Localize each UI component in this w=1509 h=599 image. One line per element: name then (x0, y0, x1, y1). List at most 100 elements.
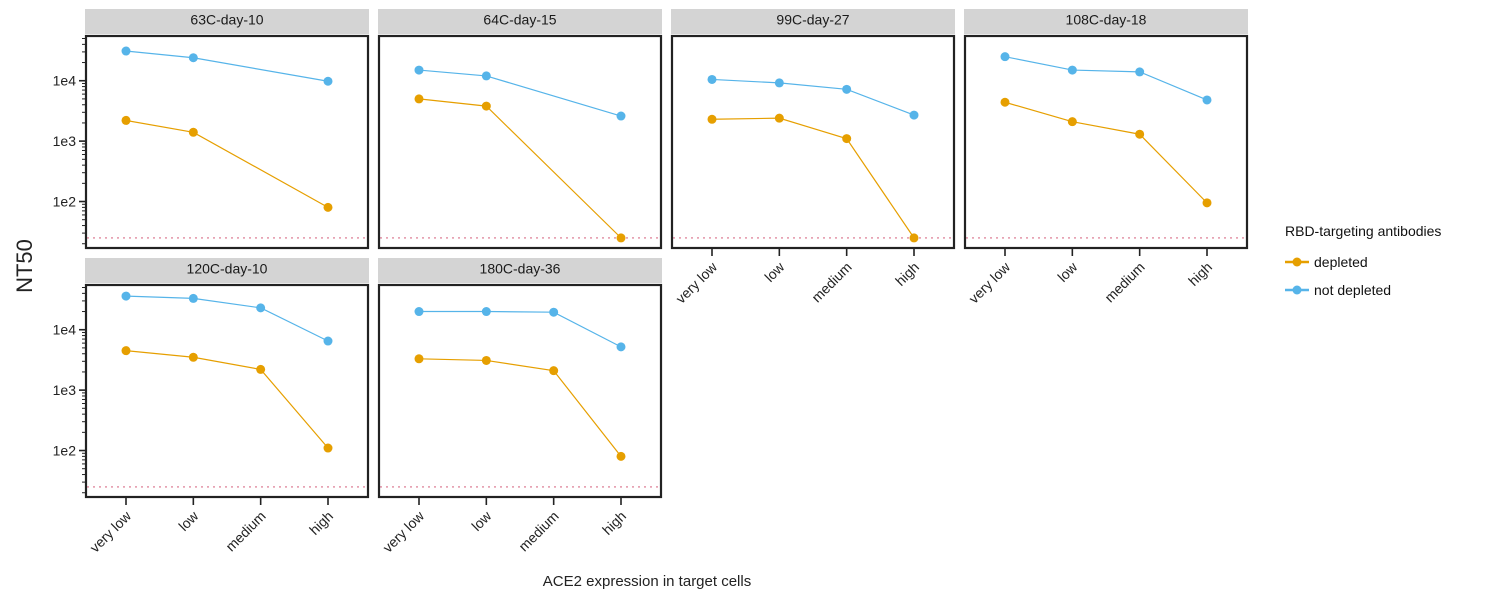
data-point-depleted-low (188, 352, 198, 362)
legend-title: RBD-targeting antibodies (1285, 223, 1441, 239)
data-point-depleted-high (1202, 198, 1212, 208)
series-line-not-depleted (1004, 56, 1208, 101)
data-point-not-depleted-high (323, 76, 333, 86)
panel-border (670, 34, 956, 250)
data-point-not-depleted-high (616, 342, 626, 352)
series-line-depleted (125, 350, 329, 449)
x-tick-label-low: low (175, 507, 202, 534)
series-line-depleted (1004, 101, 1208, 204)
data-point-not-depleted-low (1067, 65, 1077, 75)
legend-swatch-point-not-depleted (1292, 285, 1302, 295)
x-tick-label-high: high (599, 508, 629, 538)
series-line-depleted (711, 117, 915, 239)
data-point-depleted-very-low (121, 346, 131, 356)
x-tick-label-high: high (892, 259, 922, 289)
data-point-depleted-medium (256, 364, 266, 374)
facet-63c-day-10: 63C-day-10 1e2 1e3 1e4 (53, 9, 370, 250)
data-point-depleted-high (616, 233, 626, 243)
facet-title-64c-day-15: 64C-day-15 (483, 12, 556, 28)
facet-99c-day-27: 99C-day-27 very low low medium high (670, 9, 956, 306)
data-point-depleted-low (1067, 117, 1077, 127)
x-tick-label-low: low (761, 258, 788, 285)
x-tick-label-medium: medium (222, 508, 269, 555)
data-point-not-depleted-low (481, 307, 491, 317)
panel-border (84, 283, 370, 499)
y-tick-label: 1e3 (53, 133, 77, 149)
data-point-not-depleted-very-low (121, 46, 131, 56)
data-point-depleted-low (774, 113, 784, 123)
legend-swatch-point-depleted (1292, 257, 1302, 267)
data-point-depleted-very-low (707, 114, 717, 124)
facets-layer: 63C-day-10 1e2 1e3 1e4 64C-day-15 99C-day-27 v… (53, 9, 1249, 555)
x-tick-label-very-low: very low (672, 258, 720, 306)
data-point-depleted-very-low (414, 354, 424, 364)
data-point-depleted-medium (1135, 129, 1145, 139)
x-tick-label-very-low: very low (379, 507, 427, 555)
facet-64c-day-15: 64C-day-15 (377, 9, 663, 250)
x-axis-title: ACE2 expression in target cells (543, 573, 751, 590)
data-point-not-depleted-medium (1135, 67, 1145, 77)
data-point-depleted-medium (842, 134, 852, 144)
y-tick-label: 1e2 (53, 194, 77, 210)
x-axis: very low low medium high (965, 248, 1215, 306)
data-point-depleted-low (481, 355, 491, 365)
y-axis-title: NT50 (12, 239, 37, 293)
x-tick-label-low: low (1054, 258, 1081, 285)
series-line-depleted (418, 98, 622, 239)
data-point-depleted-low (481, 101, 491, 111)
x-tick-label-high: high (1185, 259, 1215, 289)
legend-label-not-depleted: not depleted (1314, 282, 1391, 298)
y-tick-label: 1e2 (53, 443, 77, 459)
facet-180c-day-36: 180C-day-36 very low low medium high (377, 258, 663, 555)
x-tick-label-medium: medium (515, 508, 562, 555)
panel-border (377, 283, 663, 499)
legend: RBD-targeting antibodies depleted not de… (1285, 223, 1441, 298)
series-line-not-depleted (418, 69, 622, 117)
x-axis: very low low medium high (379, 497, 629, 555)
panel-border (963, 34, 1249, 250)
x-tick-label-very-low: very low (86, 507, 134, 555)
data-point-not-depleted-medium (842, 84, 852, 94)
y-tick-label: 1e4 (53, 322, 77, 338)
series-line-not-depleted (125, 50, 329, 82)
data-point-depleted-high (616, 451, 626, 461)
data-point-depleted-very-low (414, 94, 424, 104)
y-axis: 1e2 1e3 1e4 (53, 287, 86, 494)
data-point-depleted-high (323, 202, 333, 212)
facet-strip-108c-day-18 (964, 9, 1248, 34)
data-point-depleted-high (323, 443, 333, 453)
facet-108c-day-18: 108C-day-18 very low low medium high (963, 9, 1249, 306)
series-line-not-depleted (711, 78, 915, 116)
panel-border (377, 34, 663, 250)
facet-strip-180c-day-36 (378, 258, 662, 283)
facet-strip-120c-day-10 (85, 258, 369, 283)
data-point-not-depleted-medium (549, 307, 559, 317)
legend-item-depleted: depleted (1285, 254, 1368, 270)
facet-120c-day-10: 120C-day-10 1e2 1e3 1e4 very low low medium hig… (53, 258, 370, 555)
data-point-not-depleted-high (909, 110, 919, 120)
data-point-not-depleted-very-low (414, 65, 424, 75)
x-tick-label-low: low (468, 507, 495, 534)
data-point-not-depleted-low (188, 53, 198, 63)
y-tick-label: 1e4 (53, 73, 77, 89)
data-point-not-depleted-low (481, 71, 491, 81)
facet-title-120c-day-10: 120C-day-10 (187, 261, 268, 277)
x-tick-label-medium: medium (808, 259, 855, 306)
data-point-depleted-high (909, 233, 919, 243)
data-point-depleted-very-low (1000, 97, 1010, 107)
panel-border (84, 34, 370, 250)
data-point-not-depleted-high (1202, 95, 1212, 105)
data-point-not-depleted-very-low (121, 291, 131, 301)
legend-label-depleted: depleted (1314, 254, 1368, 270)
x-axis: very low low medium high (86, 497, 336, 555)
facet-title-108c-day-18: 108C-day-18 (1066, 12, 1147, 28)
y-tick-label: 1e3 (53, 382, 77, 398)
data-point-not-depleted-medium (256, 303, 266, 313)
x-axis: very low low medium high (672, 248, 922, 306)
series-line-not-depleted (419, 310, 622, 348)
data-point-depleted-very-low (121, 115, 131, 125)
series-line-depleted (125, 119, 329, 208)
x-tick-label-high: high (306, 508, 336, 538)
facet-title-180c-day-36: 180C-day-36 (480, 261, 561, 277)
